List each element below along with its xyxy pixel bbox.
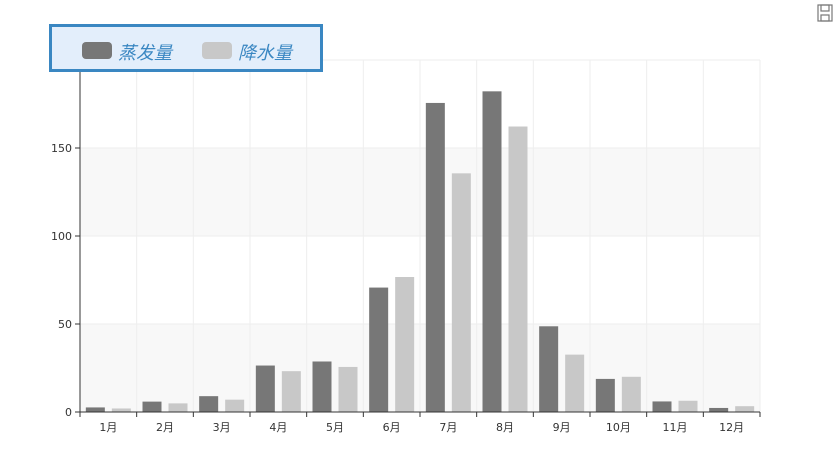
bar-series-1 — [539, 326, 559, 412]
x-tick-label: 4月 — [269, 421, 287, 434]
bar-series-1 — [199, 396, 219, 412]
y-tick-label: 100 — [51, 230, 72, 243]
bar-series-2 — [395, 277, 415, 412]
x-tick-label: 1月 — [99, 421, 117, 434]
x-tick-label: 8月 — [496, 421, 514, 434]
bar-series-1 — [595, 378, 615, 412]
legend-swatch — [202, 42, 232, 59]
legend-label: 蒸发量 — [118, 43, 172, 64]
bar-series-2 — [451, 173, 471, 412]
x-tick-label: 3月 — [213, 421, 231, 434]
bar-series-2 — [225, 399, 245, 412]
bar-series-1 — [652, 401, 672, 412]
y-tick-label: 150 — [51, 142, 72, 155]
legend-label: 降水量 — [238, 43, 292, 64]
bar-series-2 — [111, 408, 131, 412]
bar-series-1 — [482, 91, 502, 412]
x-tick-label: 10月 — [606, 421, 631, 434]
x-tick-label: 6月 — [383, 421, 401, 434]
bar-series-2 — [678, 400, 698, 412]
bar-series-1 — [255, 365, 275, 412]
x-tick-label: 12月 — [719, 421, 744, 434]
bar-series-2 — [621, 376, 641, 412]
legend-swatch — [82, 42, 112, 59]
bar-series-1 — [425, 102, 445, 412]
bar-series-2 — [565, 354, 585, 412]
bar-series-2 — [281, 371, 301, 412]
bar-series-1 — [369, 287, 389, 412]
bar-series-2 — [168, 403, 188, 412]
x-tick-label: 11月 — [663, 421, 688, 434]
bar-series-1 — [85, 407, 105, 412]
legend: 蒸发量 降水量 — [49, 24, 323, 72]
x-tick-label: 9月 — [553, 421, 571, 434]
y-tick-label: 50 — [58, 318, 72, 331]
save-icon[interactable] — [817, 4, 833, 22]
x-tick-label: 2月 — [156, 421, 174, 434]
bar-series-2 — [735, 406, 755, 412]
x-tick-label: 5月 — [326, 421, 344, 434]
bar-series-1 — [709, 407, 729, 412]
y-tick-label: 0 — [65, 406, 72, 419]
bar-series-2 — [338, 366, 358, 412]
bar-series-2 — [508, 126, 528, 412]
bar-series-1 — [312, 361, 332, 412]
bar-series-1 — [142, 401, 162, 412]
x-tick-label: 7月 — [439, 421, 457, 434]
